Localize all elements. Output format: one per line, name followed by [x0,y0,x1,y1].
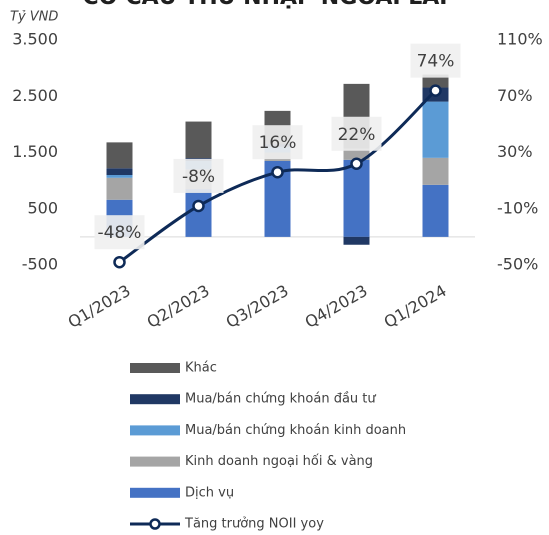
y-tick-label: 1.500 [12,142,58,161]
y2-tick-label: -10% [497,198,538,217]
bar-segment [106,177,133,200]
data-label: -48% [98,223,142,243]
legend-swatch [130,425,180,436]
line-marker [429,84,442,97]
legend-label: Mua/bán chứng khoán đầu tư [185,392,376,407]
bar-segment [106,175,133,178]
chart-title: CƠ CẤU THU NHẬP NGOÀI LÃI [83,0,448,10]
x-tick-label: Q1/2023 [65,281,134,332]
data-label: 22% [338,125,376,145]
legend-swatch [130,456,180,467]
x-tick-label: Q1/2024 [381,281,450,332]
y-tick-label: 2.500 [12,86,58,105]
y-tick-label: 3.500 [12,30,58,49]
line-marker [350,157,363,170]
data-label: -8% [182,167,215,187]
data-label-box [252,125,303,160]
bar-segment [343,159,370,237]
legend-label: Dịch vụ [185,485,234,500]
legend-swatch-marker [149,518,161,530]
y2-tick-label: 30% [497,142,533,161]
data-label: 16% [259,133,297,153]
x-tick-label: Q2/2023 [144,281,213,332]
bar-segment [185,121,212,159]
legend-label: Kinh doanh ngoại hối & vàng [185,454,373,469]
data-label-box [410,43,461,78]
bar-segment [422,74,449,88]
legend-label: Mua/bán chứng khoán kinh doanh [185,423,406,438]
y-tick-label: -500 [22,255,58,274]
legend-label: Tăng trưởng NOII yoy [184,517,324,532]
legend-swatch [130,363,180,373]
legend-label: Khác [185,361,217,376]
legend-swatch [130,394,180,405]
x-tick-label: Q4/2023 [302,281,371,332]
bar-segment [422,101,449,158]
line-marker [192,199,205,213]
x-tick-label: Q3/2023 [223,281,292,332]
y2-tick-label: 70% [497,86,533,105]
data-label-box [94,215,145,250]
bar-segment [343,236,370,245]
line-marker [271,165,284,179]
bar-segment [106,168,133,175]
bar-segment [343,148,370,160]
y2-tick-label: 110% [497,30,543,49]
data-label-box [173,158,224,193]
y-axis-label: Tỷ VND [10,10,58,25]
data-label-box [331,116,382,151]
line-marker [113,255,126,269]
data-label: 74% [417,52,455,72]
y2-tick-label: -50% [497,255,538,274]
bar-segment [106,142,133,169]
legend-swatch [130,487,180,498]
bar-segment [422,157,449,185]
bar-segment [422,184,449,237]
y-tick-label: 500 [27,198,58,217]
